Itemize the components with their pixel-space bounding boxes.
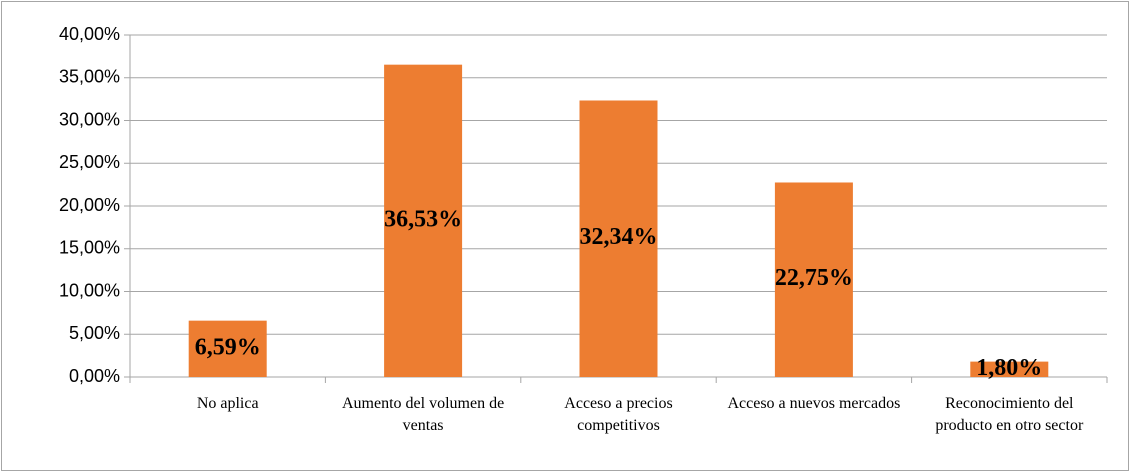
y-tick-label: 30,00% bbox=[59, 109, 120, 129]
bar bbox=[384, 64, 463, 377]
x-tick-label: Acceso a nuevos mercados bbox=[727, 395, 901, 412]
data-label: 22,75% bbox=[775, 265, 853, 291]
y-tick-label: 15,00% bbox=[59, 238, 120, 258]
y-tick-label: 25,00% bbox=[59, 152, 120, 172]
bar bbox=[188, 320, 267, 377]
data-label: 36,53% bbox=[384, 206, 462, 232]
y-tick-label: 5,00% bbox=[69, 323, 120, 343]
data-label: 32,34% bbox=[580, 224, 658, 250]
x-tick-label: Acceso a precios competitivos bbox=[564, 395, 673, 434]
y-tick-label: 10,00% bbox=[59, 280, 120, 300]
y-tick-label: 0,00% bbox=[69, 366, 120, 386]
bar bbox=[579, 100, 658, 378]
x-tick-label: No aplica bbox=[196, 395, 259, 412]
bar bbox=[774, 182, 853, 377]
bar bbox=[970, 361, 1049, 377]
x-tick-label: Aumento del volumen de ventas bbox=[342, 395, 505, 434]
data-label: 1,80% bbox=[976, 355, 1042, 381]
y-tick-label: 20,00% bbox=[59, 195, 120, 215]
x-tick-label: Reconocimiento del producto en otro sect… bbox=[935, 395, 1084, 434]
y-tick-label: 40,00% bbox=[59, 24, 120, 44]
data-label: 6,59% bbox=[195, 334, 261, 360]
y-tick-label: 35,00% bbox=[59, 67, 120, 87]
